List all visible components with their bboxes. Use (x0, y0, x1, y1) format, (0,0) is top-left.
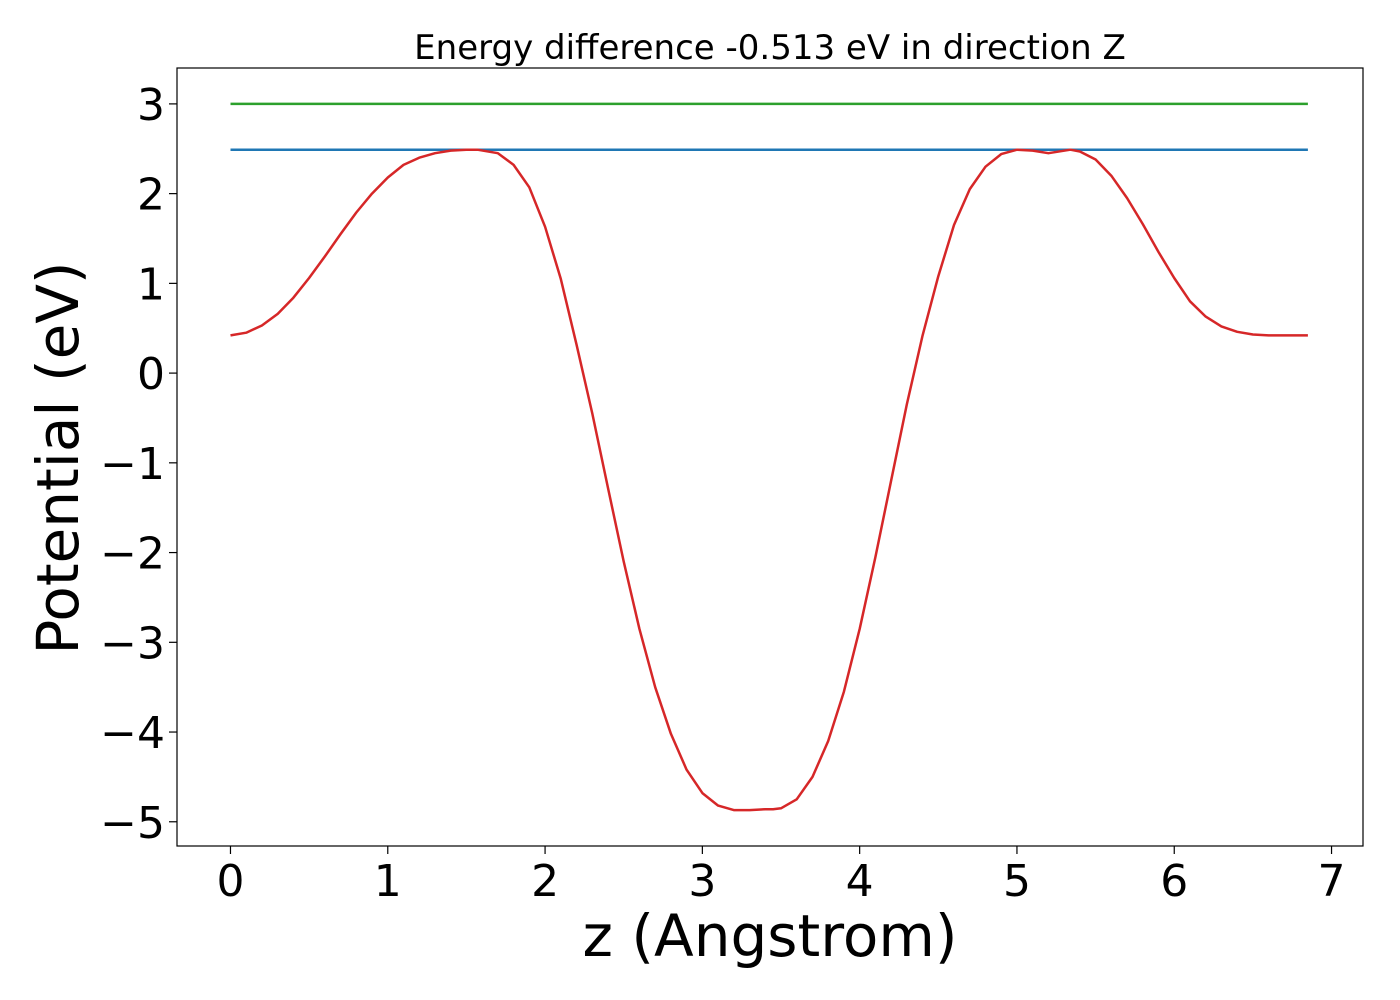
x-tick-label: 6 (1160, 856, 1188, 907)
x-tick-label: 3 (688, 856, 716, 907)
potential-curve (230, 148, 1308, 812)
x-tick-label: 1 (374, 856, 402, 907)
y-axis-ticks: 3 2 1 0 −1 −2 −3 −4 −5 (100, 80, 177, 849)
y-tick-label: −2 (100, 529, 165, 580)
x-axis-ticks: 0 1 2 3 4 5 6 7 (216, 846, 1346, 907)
x-tick-label: 7 (1318, 856, 1346, 907)
y-tick-label: −4 (100, 708, 165, 759)
x-tick-label: 2 (531, 856, 559, 907)
plot-area (230, 102, 1308, 812)
y-tick-label: 0 (137, 349, 165, 400)
x-tick-label: 4 (846, 856, 874, 907)
plot-frame (176, 67, 1364, 847)
y-axis-label: Potential (eV) (24, 261, 92, 654)
y-tick-label: 1 (137, 259, 165, 310)
y-tick-label: 3 (137, 80, 165, 131)
y-tick-label: −5 (100, 798, 165, 849)
x-tick-label: 0 (216, 856, 244, 907)
y-tick-label: −3 (100, 618, 165, 669)
chart-title: Energy difference -0.513 eV in direction… (414, 28, 1126, 68)
y-tick-label: 2 (137, 170, 165, 221)
x-tick-label: 5 (1003, 856, 1031, 907)
x-axis-label: z (Angstrom) (583, 902, 958, 970)
y-tick-label: −1 (100, 439, 165, 490)
